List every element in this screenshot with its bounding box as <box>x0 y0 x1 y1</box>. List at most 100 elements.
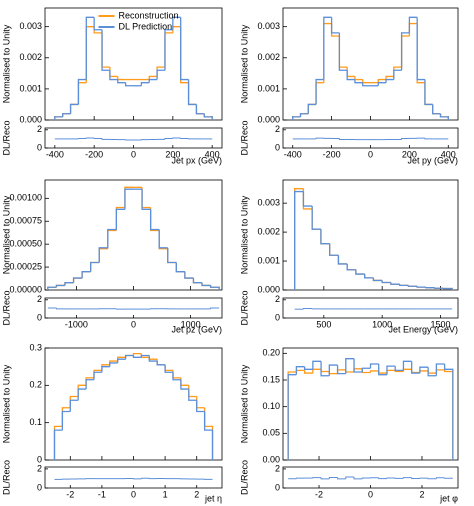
ratio-y-tick-label: 0 <box>37 482 42 492</box>
histogram-step <box>188 389 197 401</box>
ratio-step <box>402 477 412 479</box>
histogram-step <box>311 206 321 230</box>
histogram-step <box>140 82 150 86</box>
histogram-step <box>69 399 79 412</box>
histogram-step <box>156 69 165 80</box>
histogram-step <box>377 78 387 83</box>
histogram-step <box>346 263 356 271</box>
ratio-y-label: DL/Reco <box>1 290 11 325</box>
histogram-step <box>443 364 454 460</box>
ratio-step <box>328 477 338 479</box>
histogram-step <box>149 209 160 231</box>
histogram-step <box>354 76 363 81</box>
y-axis-label: Normalised to Unity <box>1 195 11 274</box>
ratio-y-tick-label: 0 <box>275 142 280 152</box>
y-tick-label: 0.002 <box>257 52 280 62</box>
y-tick-label: 0.000 <box>257 284 280 294</box>
histogram-step <box>400 32 410 71</box>
ratio-step <box>101 138 110 140</box>
histogram-step <box>172 16 181 30</box>
histogram-step <box>328 364 338 376</box>
histogram-step <box>81 271 91 279</box>
histogram-step <box>315 78 324 105</box>
ratio-y-label: DL/Reco <box>239 290 249 325</box>
histogram-step <box>377 82 387 86</box>
x-tick-label: 0 <box>131 489 136 499</box>
x-axis-label: Jet pz (GeV) <box>171 324 222 334</box>
histogram-step <box>411 369 420 374</box>
histogram-step <box>175 262 185 273</box>
x-tick-label: 2 <box>194 489 199 499</box>
histogram-step <box>109 70 118 81</box>
histogram-step <box>117 79 126 84</box>
y-tick-label: 0.003 <box>257 198 280 208</box>
histogram-step <box>188 385 197 398</box>
y-tick-label: 0.05 <box>262 428 280 438</box>
histogram-step <box>156 66 165 77</box>
x-tick-label: 0 <box>131 149 136 159</box>
ratio-step <box>361 477 371 479</box>
ratio-step <box>295 477 305 479</box>
ratio-step <box>164 138 173 140</box>
histogram-step <box>109 362 118 367</box>
histogram-step <box>69 103 79 114</box>
histogram-step <box>372 277 383 282</box>
ratio-step <box>55 308 65 310</box>
ratio-step <box>210 307 220 309</box>
histogram-step <box>369 363 379 369</box>
histogram-step <box>172 26 181 33</box>
y-tick-label: 0.00100 <box>9 193 42 203</box>
histogram-step <box>369 370 379 373</box>
histogram-step <box>400 35 410 68</box>
y-tick-label: 0 <box>37 454 42 464</box>
histogram-step <box>329 243 339 256</box>
histogram-step <box>72 277 83 283</box>
histogram-step <box>158 230 168 250</box>
histogram-step <box>416 286 426 288</box>
y-tick-label: 0.00050 <box>9 239 42 249</box>
histogram-step <box>402 360 412 371</box>
histogram-step <box>378 364 387 376</box>
histogram-step <box>361 368 371 374</box>
histogram-step <box>195 104 205 115</box>
y-tick-label: 0.003 <box>19 21 42 31</box>
histogram-step <box>61 410 71 431</box>
ratio-y-tick-label: 2 <box>275 463 280 473</box>
x-tick-label: 1 <box>163 489 168 499</box>
histogram-step <box>187 79 197 106</box>
x-tick-label: 1500 <box>430 319 450 329</box>
histogram-step <box>364 274 374 279</box>
histogram-step <box>172 370 181 379</box>
histogram-step <box>328 371 338 375</box>
histogram-step <box>54 116 63 120</box>
histogram-step <box>149 207 160 232</box>
x-tick-label: 1000 <box>372 319 392 329</box>
histogram-step <box>101 366 110 373</box>
histogram-step <box>294 190 304 290</box>
histogram-step <box>320 229 330 245</box>
histogram-step <box>192 278 203 284</box>
ratio-step <box>93 138 103 140</box>
histogram-step <box>434 287 444 289</box>
histogram-step <box>184 271 194 279</box>
histogram-step <box>320 369 330 373</box>
ratio-y-tick-label: 0 <box>275 312 280 322</box>
histogram-step <box>362 82 371 87</box>
histogram-step <box>93 371 102 380</box>
histogram-step <box>148 355 158 362</box>
histogram-step <box>411 361 420 374</box>
histogram-step <box>140 354 150 358</box>
histogram-step <box>362 79 371 84</box>
histogram-step <box>85 26 95 83</box>
histogram-step <box>141 187 151 209</box>
histogram-step <box>337 255 348 265</box>
histogram-step <box>53 429 63 460</box>
histogram-step <box>107 228 117 248</box>
histogram-step <box>287 374 297 460</box>
ratio-y-tick-label: 2 <box>275 294 280 304</box>
y-axis-label: Normalised to Unity <box>239 195 249 274</box>
histogram-step <box>402 368 412 372</box>
histogram-step <box>329 243 339 256</box>
histogram-step <box>330 17 340 34</box>
histogram-step <box>416 17 425 81</box>
